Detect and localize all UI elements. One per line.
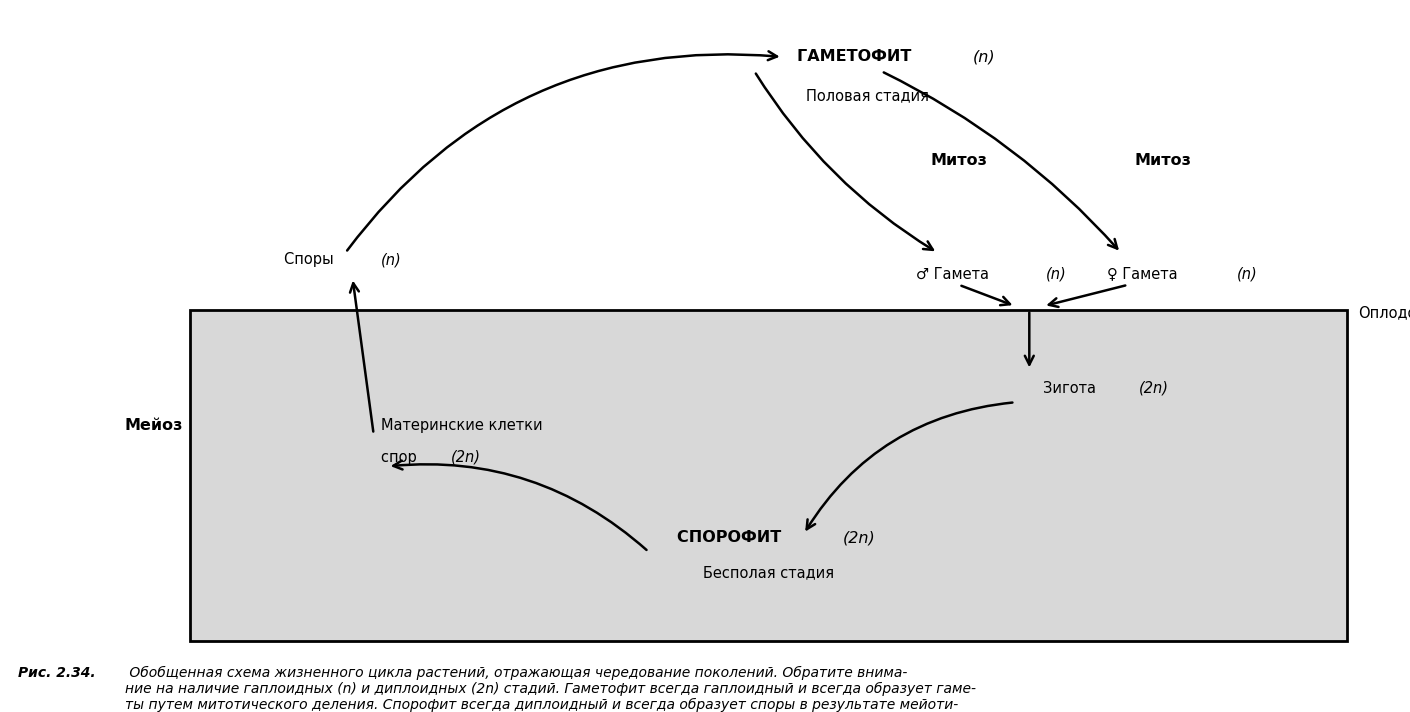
Text: Митоз: Митоз (931, 152, 987, 168)
Text: Половая стадия: Половая стадия (805, 88, 929, 104)
Text: Мейоз: Мейоз (125, 418, 183, 433)
Text: ♀ Гамета: ♀ Гамета (1107, 266, 1182, 282)
Text: Рис. 2.34.: Рис. 2.34. (18, 666, 96, 680)
Text: Обобщенная схема жизненного цикла растений, отражающая чередование поколений. Об: Обобщенная схема жизненного цикла растен… (125, 666, 977, 712)
Text: (2n): (2n) (843, 530, 876, 545)
Text: (2n): (2n) (451, 449, 481, 465)
Text: (n): (n) (973, 49, 995, 65)
Text: Материнские клетки: Материнские клетки (381, 418, 543, 434)
Text: (n): (n) (381, 252, 402, 268)
Text: (n): (n) (1046, 266, 1067, 282)
Text: Оплодотворение: Оплодотворение (1358, 305, 1410, 321)
Text: Бесполая стадия: Бесполая стадия (704, 565, 833, 581)
Text: СПОРОФИТ: СПОРОФИТ (677, 530, 787, 545)
Text: Зигота: Зигота (1043, 380, 1101, 396)
Text: Митоз: Митоз (1135, 152, 1191, 168)
Text: Споры: Споры (285, 252, 338, 268)
Text: ГАМЕТОФИТ: ГАМЕТОФИТ (797, 49, 917, 65)
Text: (2n): (2n) (1139, 380, 1169, 396)
Bar (190, 310, 1347, 641)
Text: ♂ Гамета: ♂ Гамета (916, 266, 994, 282)
Text: (n): (n) (1237, 266, 1258, 282)
Text: спор: спор (381, 449, 422, 465)
